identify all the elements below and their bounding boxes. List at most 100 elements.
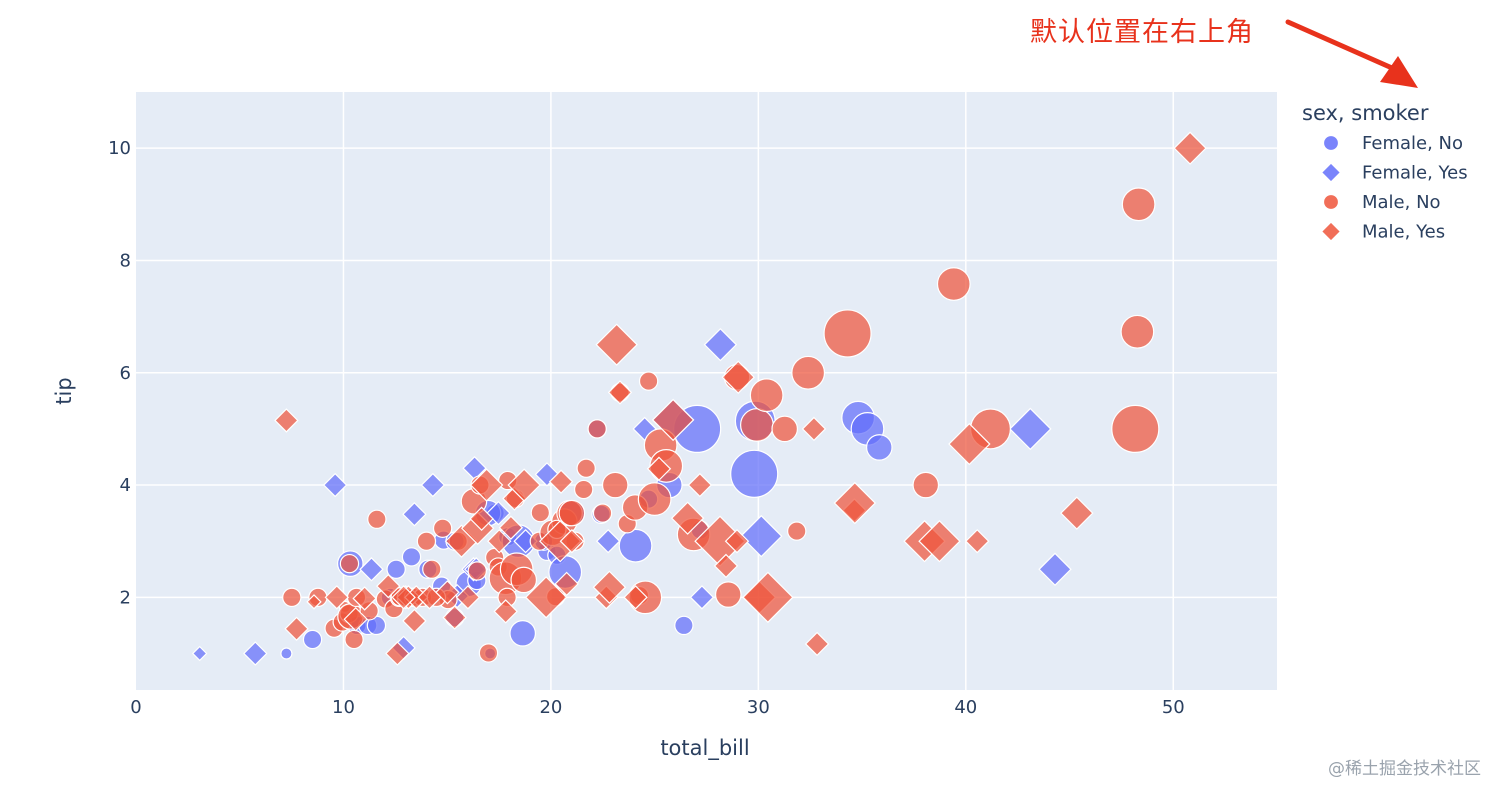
data-point <box>1120 314 1155 349</box>
data-point <box>1060 496 1094 530</box>
data-point <box>801 416 827 442</box>
data-point <box>601 471 629 499</box>
y-tick-label: 2 <box>120 587 131 608</box>
y-tick-label: 8 <box>120 250 131 271</box>
data-point <box>866 434 893 461</box>
legend: sex, smoker Female, No Female, Yes Male, N… <box>1302 101 1468 243</box>
data-point <box>740 408 774 442</box>
data-point <box>302 629 323 650</box>
data-point <box>714 581 742 608</box>
data-point <box>638 371 659 391</box>
legend-item[interactable]: Female, No <box>1322 133 1464 154</box>
data-point <box>442 605 467 630</box>
data-point <box>936 267 971 301</box>
data-point <box>592 503 613 523</box>
data-point <box>282 587 302 608</box>
data-point <box>435 580 460 605</box>
data-points <box>191 131 1207 666</box>
data-point <box>432 518 453 538</box>
data-point <box>401 547 422 567</box>
annotation-text: 默认位置在右上角 <box>1030 17 1254 48</box>
data-point <box>402 502 427 527</box>
data-point <box>467 561 487 581</box>
data-point <box>587 419 607 439</box>
data-point <box>595 323 638 366</box>
x-axis-title: total_bill <box>660 736 749 761</box>
x-tick-label: 50 <box>1162 697 1185 718</box>
data-point <box>498 515 524 540</box>
watermark: @稀土掘金技术社区 <box>1328 759 1481 779</box>
series-male-no <box>282 187 1160 663</box>
data-point <box>724 528 750 554</box>
data-point <box>674 615 694 636</box>
data-point <box>1121 187 1156 222</box>
data-point <box>274 408 299 433</box>
data-point <box>391 585 416 610</box>
legend-item[interactable]: Female, Yes <box>1320 162 1468 184</box>
data-point <box>478 643 499 663</box>
data-point <box>948 422 991 466</box>
legend-item[interactable]: Male, Yes <box>1320 221 1446 243</box>
legend-title: sex, smoker <box>1302 101 1429 125</box>
y-tick-label: 4 <box>120 475 131 496</box>
x-tick-label: 10 <box>332 697 355 718</box>
data-point <box>558 499 586 527</box>
data-point <box>339 553 360 574</box>
x-tick-label: 30 <box>747 697 770 718</box>
data-point <box>749 378 784 413</box>
data-point <box>912 471 940 499</box>
data-point <box>402 608 427 634</box>
data-point <box>344 629 364 650</box>
data-point <box>618 528 653 563</box>
data-point <box>1009 407 1052 451</box>
data-point <box>469 506 494 531</box>
data-point <box>509 619 536 647</box>
data-point <box>1038 552 1072 587</box>
x-axis-ticks: 0 10 20 30 40 50 <box>130 697 1184 718</box>
data-point <box>637 482 672 516</box>
legend-item[interactable]: Male, No <box>1322 192 1441 213</box>
data-point <box>386 559 406 579</box>
data-point <box>592 570 627 604</box>
data-point <box>687 472 713 498</box>
data-point <box>416 531 437 551</box>
data-point <box>455 585 481 610</box>
data-point <box>284 616 309 642</box>
data-point <box>306 594 322 610</box>
legend-marker <box>1322 134 1340 152</box>
data-point <box>623 585 648 610</box>
data-point <box>651 398 695 442</box>
data-point <box>713 553 739 579</box>
data-point <box>191 645 208 662</box>
legend-label: Male, Yes <box>1362 222 1445 243</box>
data-point <box>576 458 596 478</box>
legend-marker <box>1322 193 1340 211</box>
y-tick-label: 6 <box>120 363 131 384</box>
data-point <box>689 585 715 610</box>
data-point <box>607 380 633 405</box>
data-point <box>507 468 541 502</box>
data-point <box>918 519 961 563</box>
x-tick-label: 0 <box>130 697 141 718</box>
data-point <box>573 479 594 500</box>
data-point <box>367 509 387 530</box>
data-point <box>965 528 990 554</box>
data-point <box>833 481 877 525</box>
annotation-arrow-icon <box>1285 19 1418 88</box>
x-tick-label: 20 <box>539 697 562 718</box>
data-point <box>742 571 794 624</box>
legend-marker <box>1320 162 1342 183</box>
data-point <box>530 502 551 523</box>
x-tick-label: 40 <box>954 697 977 718</box>
data-point <box>771 415 799 443</box>
data-point <box>376 573 401 599</box>
y-axis-title: tip <box>52 377 76 404</box>
data-point <box>804 631 830 657</box>
data-point <box>740 514 783 558</box>
data-point <box>322 472 348 498</box>
data-point <box>559 528 585 554</box>
data-point <box>243 641 268 666</box>
data-point <box>493 599 518 624</box>
data-point <box>343 607 368 632</box>
